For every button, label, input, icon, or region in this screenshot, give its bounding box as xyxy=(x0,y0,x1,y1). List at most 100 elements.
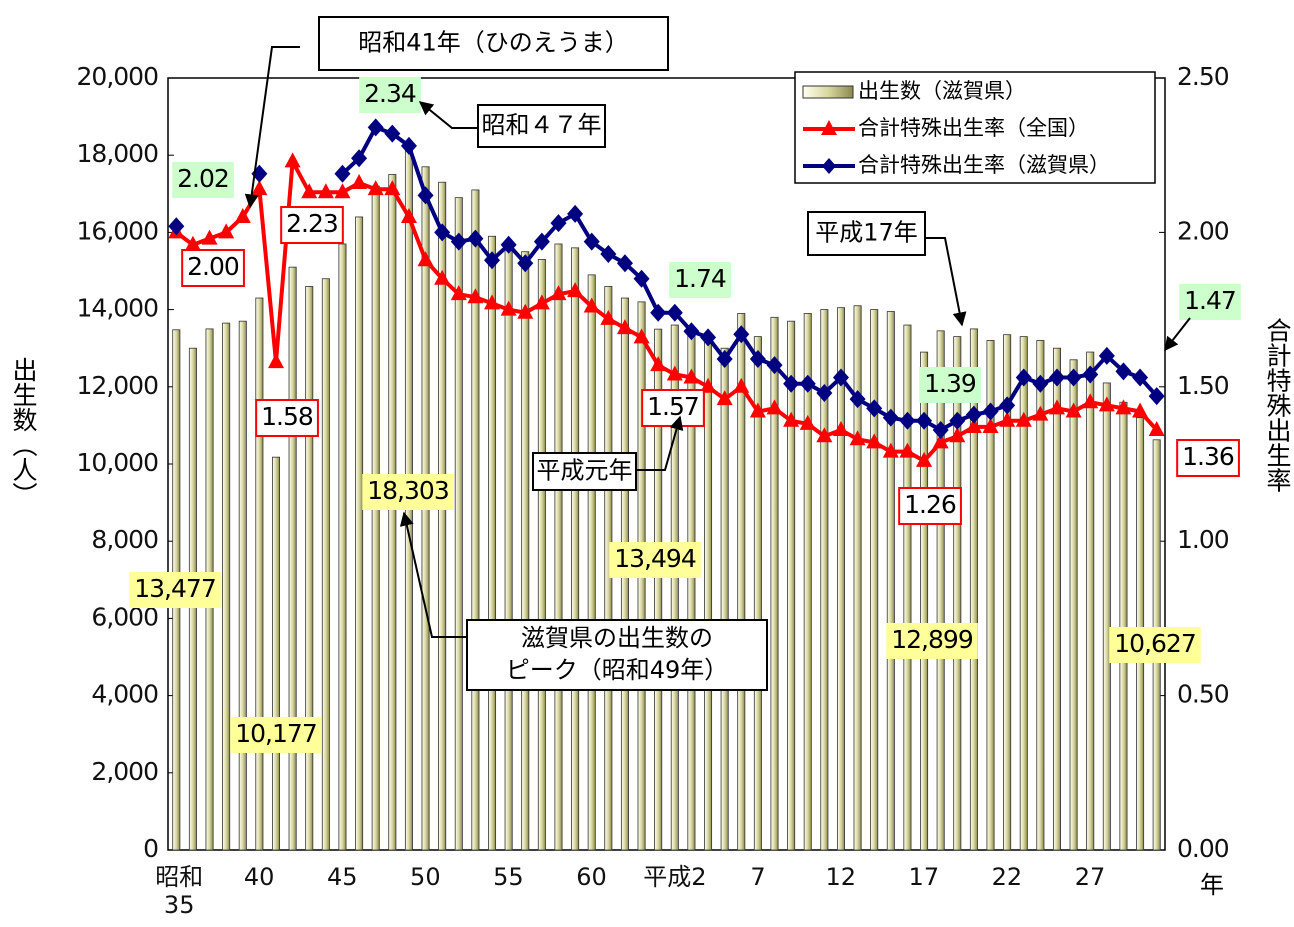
bar xyxy=(986,340,995,851)
marker xyxy=(965,405,982,424)
data-label: 10,627 xyxy=(1114,629,1195,658)
y-tick-label: 4,000 xyxy=(91,680,158,709)
marker xyxy=(932,433,949,449)
y-tick-label: 0 xyxy=(143,834,158,863)
marker xyxy=(550,214,567,233)
marker xyxy=(1082,365,1099,384)
marker xyxy=(832,421,849,437)
data-label-box xyxy=(362,474,454,510)
marker xyxy=(932,421,949,440)
marker xyxy=(633,328,650,344)
x-tick-label: 7 xyxy=(750,863,766,891)
marker xyxy=(1098,346,1115,365)
y-tick-label: 20,000 xyxy=(77,62,159,91)
y-tick-label: 10,000 xyxy=(77,448,159,477)
data-label: 2.34 xyxy=(364,79,416,108)
data-label-box xyxy=(898,487,962,525)
marker xyxy=(1065,402,1082,418)
annotation-arrow xyxy=(636,415,684,471)
marker xyxy=(417,186,434,205)
x-tick-label: 12 xyxy=(825,863,857,891)
annotation-arrow xyxy=(399,511,467,638)
annotation: 滋賀県の出生数の xyxy=(521,624,713,652)
marker xyxy=(650,356,667,372)
marker xyxy=(400,207,417,223)
marker xyxy=(1032,374,1049,393)
annotation-arrow xyxy=(1164,317,1191,352)
data-label: 13,494 xyxy=(614,544,696,573)
marker xyxy=(550,285,567,301)
annotation: 昭和４７年 xyxy=(482,111,602,139)
bar xyxy=(305,286,314,851)
data-label: 1.36 xyxy=(1182,442,1234,471)
data-label-box xyxy=(669,262,731,298)
data-label: 1.74 xyxy=(674,264,726,293)
x-tick-label: 60 xyxy=(576,863,607,891)
x-tick-label: 50 xyxy=(410,863,441,891)
marker xyxy=(384,180,401,196)
marker xyxy=(284,152,301,168)
legend-swatch xyxy=(802,85,854,99)
marker xyxy=(633,269,650,288)
y2-tick-label: 1.00 xyxy=(1177,525,1229,554)
bar xyxy=(272,456,281,851)
data-label-box xyxy=(359,77,421,113)
marker xyxy=(317,183,334,199)
bar xyxy=(554,243,563,851)
marker xyxy=(816,427,833,443)
marker xyxy=(716,390,733,406)
x-tick-label: 40 xyxy=(243,863,275,891)
annotation-box xyxy=(532,452,637,491)
x-tick-label: 平成2 xyxy=(643,863,707,891)
data-label: 18,303 xyxy=(367,476,448,505)
annotation-box xyxy=(807,211,926,256)
annotation: 平成元年 xyxy=(537,457,633,485)
marker xyxy=(999,411,1016,427)
bar xyxy=(1019,336,1028,851)
data-label: 1.47 xyxy=(1184,286,1236,315)
marker xyxy=(916,411,933,430)
marker xyxy=(733,325,750,344)
marker xyxy=(799,374,816,393)
marker xyxy=(783,411,800,427)
annotation-arrow xyxy=(925,237,967,327)
bar xyxy=(438,181,447,851)
marker xyxy=(184,235,201,251)
bar xyxy=(488,235,497,851)
bar xyxy=(454,197,463,851)
legend-marker xyxy=(821,120,837,135)
x-tick-label: 45 xyxy=(326,863,358,891)
marker xyxy=(965,417,982,433)
y2-tick-label: 0.50 xyxy=(1177,680,1229,709)
marker xyxy=(849,430,866,446)
data-label-box xyxy=(1179,284,1241,320)
y-tick-label: 2,000 xyxy=(91,757,158,786)
data-label-box xyxy=(255,399,319,437)
marker xyxy=(783,374,800,393)
annotation-box xyxy=(466,619,768,691)
marker xyxy=(251,180,268,196)
bar xyxy=(903,324,912,851)
data-label-box xyxy=(886,623,978,659)
marker xyxy=(218,223,235,239)
marker xyxy=(1082,393,1099,409)
bar xyxy=(836,307,845,851)
legend-marker xyxy=(822,158,836,174)
bar xyxy=(820,309,829,851)
y2-tick-label: 2.00 xyxy=(1177,216,1229,245)
marker xyxy=(1048,399,1065,415)
data-label: 1.58 xyxy=(261,402,313,431)
marker xyxy=(733,377,750,393)
marker xyxy=(866,399,883,418)
x-tick-label: 27 xyxy=(1074,863,1106,891)
data-label-box xyxy=(919,367,981,403)
marker xyxy=(500,300,517,316)
marker xyxy=(583,232,600,251)
legend-label: 出生数（滋賀県） xyxy=(858,79,1026,103)
marker xyxy=(351,173,368,189)
marker xyxy=(1015,411,1032,427)
bar xyxy=(770,316,779,851)
data-label-box xyxy=(129,572,221,608)
